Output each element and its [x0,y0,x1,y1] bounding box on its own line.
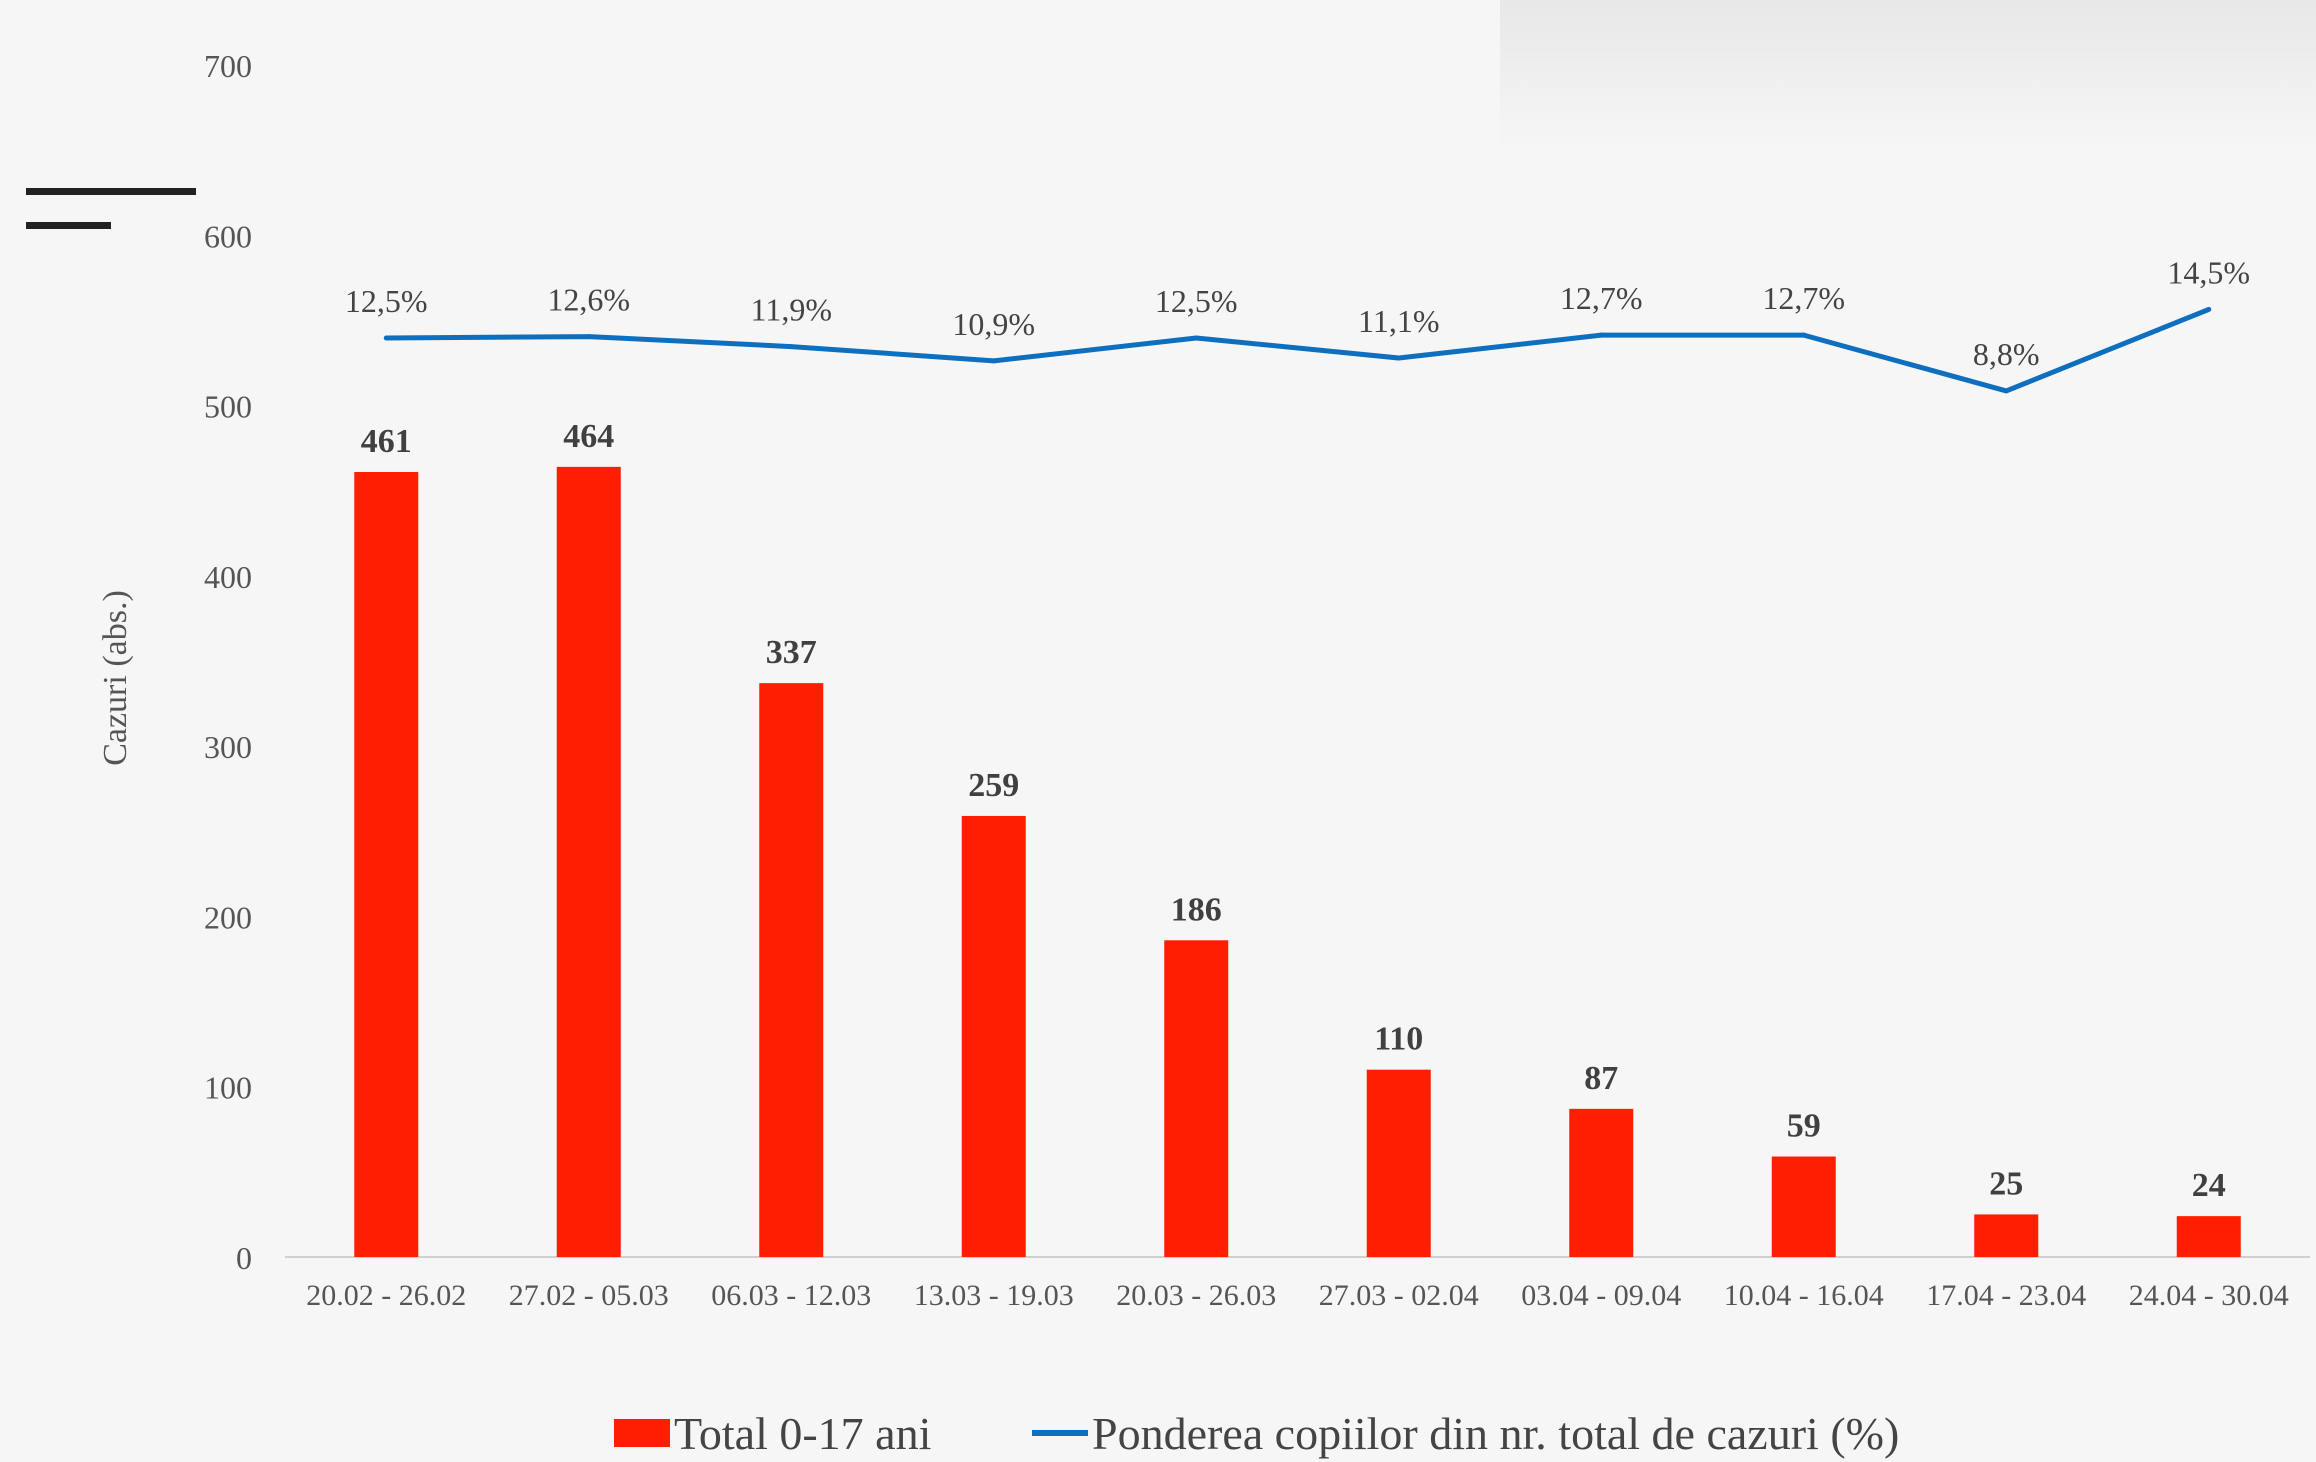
x-tick-label: 06.03 - 12.03 [711,1279,871,1312]
bar-value-label: 59 [1787,1108,1821,1145]
bar[interactable] [1974,1214,2039,1257]
y-axis-title: Cazuri (abs.) [97,590,134,766]
legend-line-label: Ponderea copiilor din nr. total de cazur… [1092,1407,1900,1459]
line-point[interactable] [2206,306,2212,312]
bar-value-label: 259 [968,767,1019,804]
line-series: 12,5% 12,6% 11,9% 10,9% 12,5% 11,1% 12,7% 12,7%… [345,254,2250,394]
y-tick-label: 300 [204,729,252,765]
bar-value-label: 24 [2192,1167,2226,1204]
x-tick-label: 24.04 - 30.04 [2129,1279,2289,1312]
legend-item-bars[interactable]: Total 0-17 ani [614,1405,931,1461]
line-value-label: 11,1% [1358,303,1439,339]
line-point[interactable] [788,344,794,350]
line-point[interactable] [2003,388,2009,394]
line-value-label: 12,7% [1762,280,1845,316]
legend-bar-label: Total 0-17 ani [674,1407,932,1459]
legend-line-swatch [1032,1430,1088,1436]
bar[interactable] [2176,1216,2241,1257]
y-tick-label: 400 [204,559,252,595]
legend-item-line[interactable]: Ponderea copiilor din nr. total de cazur… [1032,1405,1899,1461]
line-value-label: 12,7% [1560,280,1643,316]
x-axis: 20.02 - 26.02 27.02 - 05.03 06.03 - 12.03 1… [285,1256,2310,1312]
bar-value-label: 337 [766,634,817,671]
y-tick-label: 100 [204,1070,252,1106]
bar-value-label: 110 [1374,1021,1423,1058]
line-value-label: 11,9% [751,292,832,328]
line-value-label: 10,9% [952,306,1035,342]
line-point[interactable] [1193,335,1199,341]
x-tick-label: 20.03 - 26.03 [1116,1279,1276,1312]
y-tick-label: 700 [204,48,252,84]
bar-value-label: 461 [361,423,412,460]
x-tick-label: 27.02 - 05.03 [509,1279,669,1312]
x-tick-label: 17.04 - 23.04 [1926,1279,2086,1312]
x-tick-label: 27.03 - 02.04 [1319,1279,1479,1312]
menu-icon-line-long[interactable] [26,188,196,195]
line-value-label: 12,5% [345,283,428,319]
x-tick-label: 03.04 - 09.04 [1521,1279,1681,1312]
bar[interactable] [1771,1156,1836,1257]
legend: Total 0-17 ani Ponderea copiilor din nr.… [0,1405,2316,1461]
bar-value-label: 87 [1584,1060,1618,1097]
y-tick-label: 200 [204,899,252,935]
bar[interactable] [354,471,419,1257]
line-value-label: 12,5% [1155,283,1238,319]
legend-bar-swatch [614,1419,670,1447]
line-point[interactable] [586,334,592,340]
line-point[interactable] [383,335,389,341]
top-shadow [1500,0,2316,150]
line-point[interactable] [991,358,997,364]
bar[interactable] [1164,940,1229,1257]
x-tick-label: 10.04 - 16.04 [1724,1279,1884,1312]
bar-value-label: 25 [1989,1165,2023,1202]
bar[interactable] [1569,1108,1634,1257]
bar-value-label: 464 [563,418,614,455]
bar-series: 461 464 337 259 186 110 87 59 25 24 [354,418,2241,1258]
line-path[interactable] [386,307,2210,394]
line-value-label: 14,5% [2167,254,2250,290]
y-tick-label: 0 [236,1240,252,1276]
bar[interactable] [961,815,1026,1257]
bar-value-label: 186 [1171,891,1222,928]
y-tick-label: 500 [204,389,252,425]
menu-icon-line-short[interactable] [26,222,111,229]
x-tick-label: 13.03 - 19.03 [914,1279,1074,1312]
bar[interactable] [1366,1069,1431,1257]
bar[interactable] [556,466,621,1258]
bar[interactable] [759,683,824,1257]
y-tick-label: 600 [204,218,252,254]
x-tick-label: 20.02 - 26.02 [306,1279,466,1312]
y-axis: 0 100 200 300 400 500 600 700 [204,48,252,1276]
line-value-label: 8,8% [1973,336,2040,372]
line-point[interactable] [1598,332,1604,338]
line-value-label: 12,6% [547,282,630,318]
line-point[interactable] [1396,355,1402,361]
line-point[interactable] [1801,332,1807,338]
